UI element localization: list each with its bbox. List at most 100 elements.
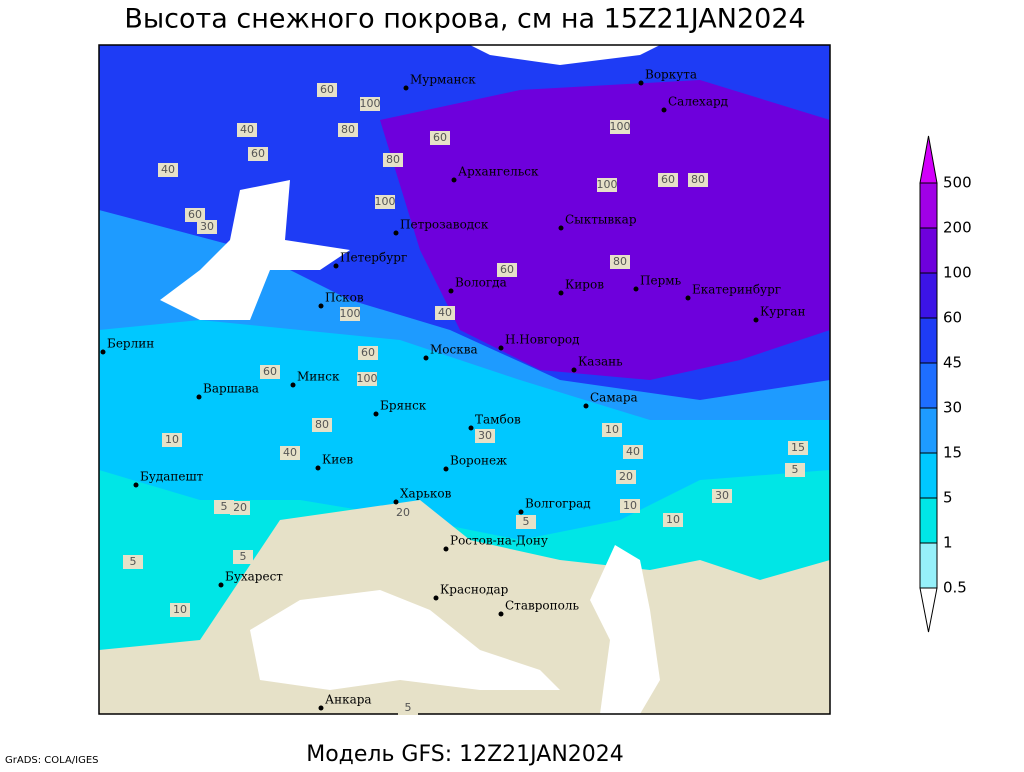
contour-label-box xyxy=(785,463,805,477)
city-dot xyxy=(433,595,439,601)
contour-label-box xyxy=(435,306,455,320)
legend-label: 30 xyxy=(943,399,962,417)
city-label: Воркута xyxy=(645,68,697,82)
legend-swatch xyxy=(919,407,938,454)
contour-label-box xyxy=(237,123,257,137)
city-dot xyxy=(518,509,524,515)
legend-label: 200 xyxy=(943,219,972,237)
legend-swatch xyxy=(919,317,938,364)
contour-label-box xyxy=(358,346,378,360)
city-dot xyxy=(451,177,457,183)
contour-label: 40 xyxy=(240,123,254,136)
contour-label-box xyxy=(360,97,380,111)
legend-label: 100 xyxy=(943,264,972,282)
contour-label: 5 xyxy=(792,463,799,476)
city-label: Ставрополь xyxy=(505,599,579,613)
black-sea xyxy=(250,590,560,690)
contour-label-box xyxy=(602,423,622,437)
city-dot xyxy=(633,286,639,292)
contour-label-box xyxy=(620,499,640,513)
contour-label: 5 xyxy=(523,515,530,528)
contour-label-box xyxy=(383,153,403,167)
legend-swatch xyxy=(919,227,938,274)
contour-label-box xyxy=(610,255,630,269)
city-dot xyxy=(393,230,399,236)
contour-label-box xyxy=(158,163,178,177)
city-dot xyxy=(318,303,324,309)
contour-label-box xyxy=(658,173,678,187)
contour-label: 40 xyxy=(438,306,452,319)
city-label: Варшава xyxy=(203,382,259,396)
map: Мурманск Воркута Салехард Архангельск Сыктыв… xyxy=(98,44,831,715)
contour-label: 100 xyxy=(375,195,396,208)
city-dot xyxy=(498,611,504,617)
city-dot xyxy=(403,85,409,91)
legend-label: 60 xyxy=(943,309,962,327)
contour-label-box xyxy=(170,603,190,617)
city-dot xyxy=(100,349,106,355)
barents-sea xyxy=(470,45,660,65)
city-label: Москва xyxy=(430,343,478,357)
city-label: Киров xyxy=(565,278,604,292)
city-dot xyxy=(443,546,449,552)
contour-label: 10 xyxy=(173,603,187,616)
legend-label: 15 xyxy=(943,444,962,462)
city-label: Пермь xyxy=(640,274,682,288)
contour-label-box xyxy=(430,131,450,145)
contour-label-box xyxy=(398,701,418,715)
contour-label-box xyxy=(516,515,536,529)
contour-label: 100 xyxy=(340,307,361,320)
contour-label-box xyxy=(597,178,617,192)
credit: GrADS: COLA/IGES xyxy=(5,755,99,766)
footer: Модель GFS: 12Z21JAN2024 xyxy=(306,742,624,767)
contour-label: 60 xyxy=(251,147,265,160)
contour-label: 80 xyxy=(341,123,355,136)
contour-label: 100 xyxy=(610,120,631,133)
contour-label-box xyxy=(788,441,808,455)
contour-label-box xyxy=(393,506,413,520)
city-dot xyxy=(393,499,399,505)
contour-label-box xyxy=(497,263,517,277)
city-label: Ростов-на-Дону xyxy=(450,534,548,548)
contour-label-box xyxy=(317,83,337,97)
city-label: Будапешт xyxy=(140,470,204,484)
city-label: Н.Новгород xyxy=(505,333,580,347)
legend-arrow-high xyxy=(919,135,938,184)
legend-label: 500 xyxy=(943,174,972,192)
city-label: Псков xyxy=(325,291,364,305)
zone-very-high xyxy=(380,80,830,380)
caspian-sea xyxy=(590,545,660,714)
city-dot xyxy=(333,263,339,269)
city-dot xyxy=(685,295,691,301)
contour-label-box xyxy=(688,173,708,187)
contour-label: 5 xyxy=(221,500,228,513)
contour-label: 60 xyxy=(320,83,334,96)
contour-label-box xyxy=(663,513,683,527)
contour-label: 80 xyxy=(613,255,627,268)
contour-label: 20 xyxy=(396,506,410,519)
contour-label-box xyxy=(123,555,143,569)
city-dot xyxy=(196,394,202,400)
city-label: Казань xyxy=(578,355,623,369)
contour-label: 10 xyxy=(666,513,680,526)
legend-swatch xyxy=(919,542,938,589)
city-label: Тамбов xyxy=(475,413,521,427)
city-label: Воронеж xyxy=(450,454,507,468)
city-dot xyxy=(638,80,644,86)
city-dot xyxy=(661,107,667,113)
legend-label: 5 xyxy=(943,489,953,507)
contour-label-box xyxy=(230,501,250,515)
city-label: Петрозаводск xyxy=(400,218,489,232)
city-label: Киев xyxy=(322,453,353,467)
legend-label: 0.5 xyxy=(943,579,967,597)
city-label: Брянск xyxy=(380,399,427,413)
contour-label-box xyxy=(260,365,280,379)
city-dot xyxy=(290,382,296,388)
contour-label: 15 xyxy=(791,441,805,454)
city-dot xyxy=(498,345,504,351)
city-label: Курган xyxy=(760,305,805,319)
city-dot xyxy=(558,290,564,296)
contour-label: 20 xyxy=(619,470,633,483)
